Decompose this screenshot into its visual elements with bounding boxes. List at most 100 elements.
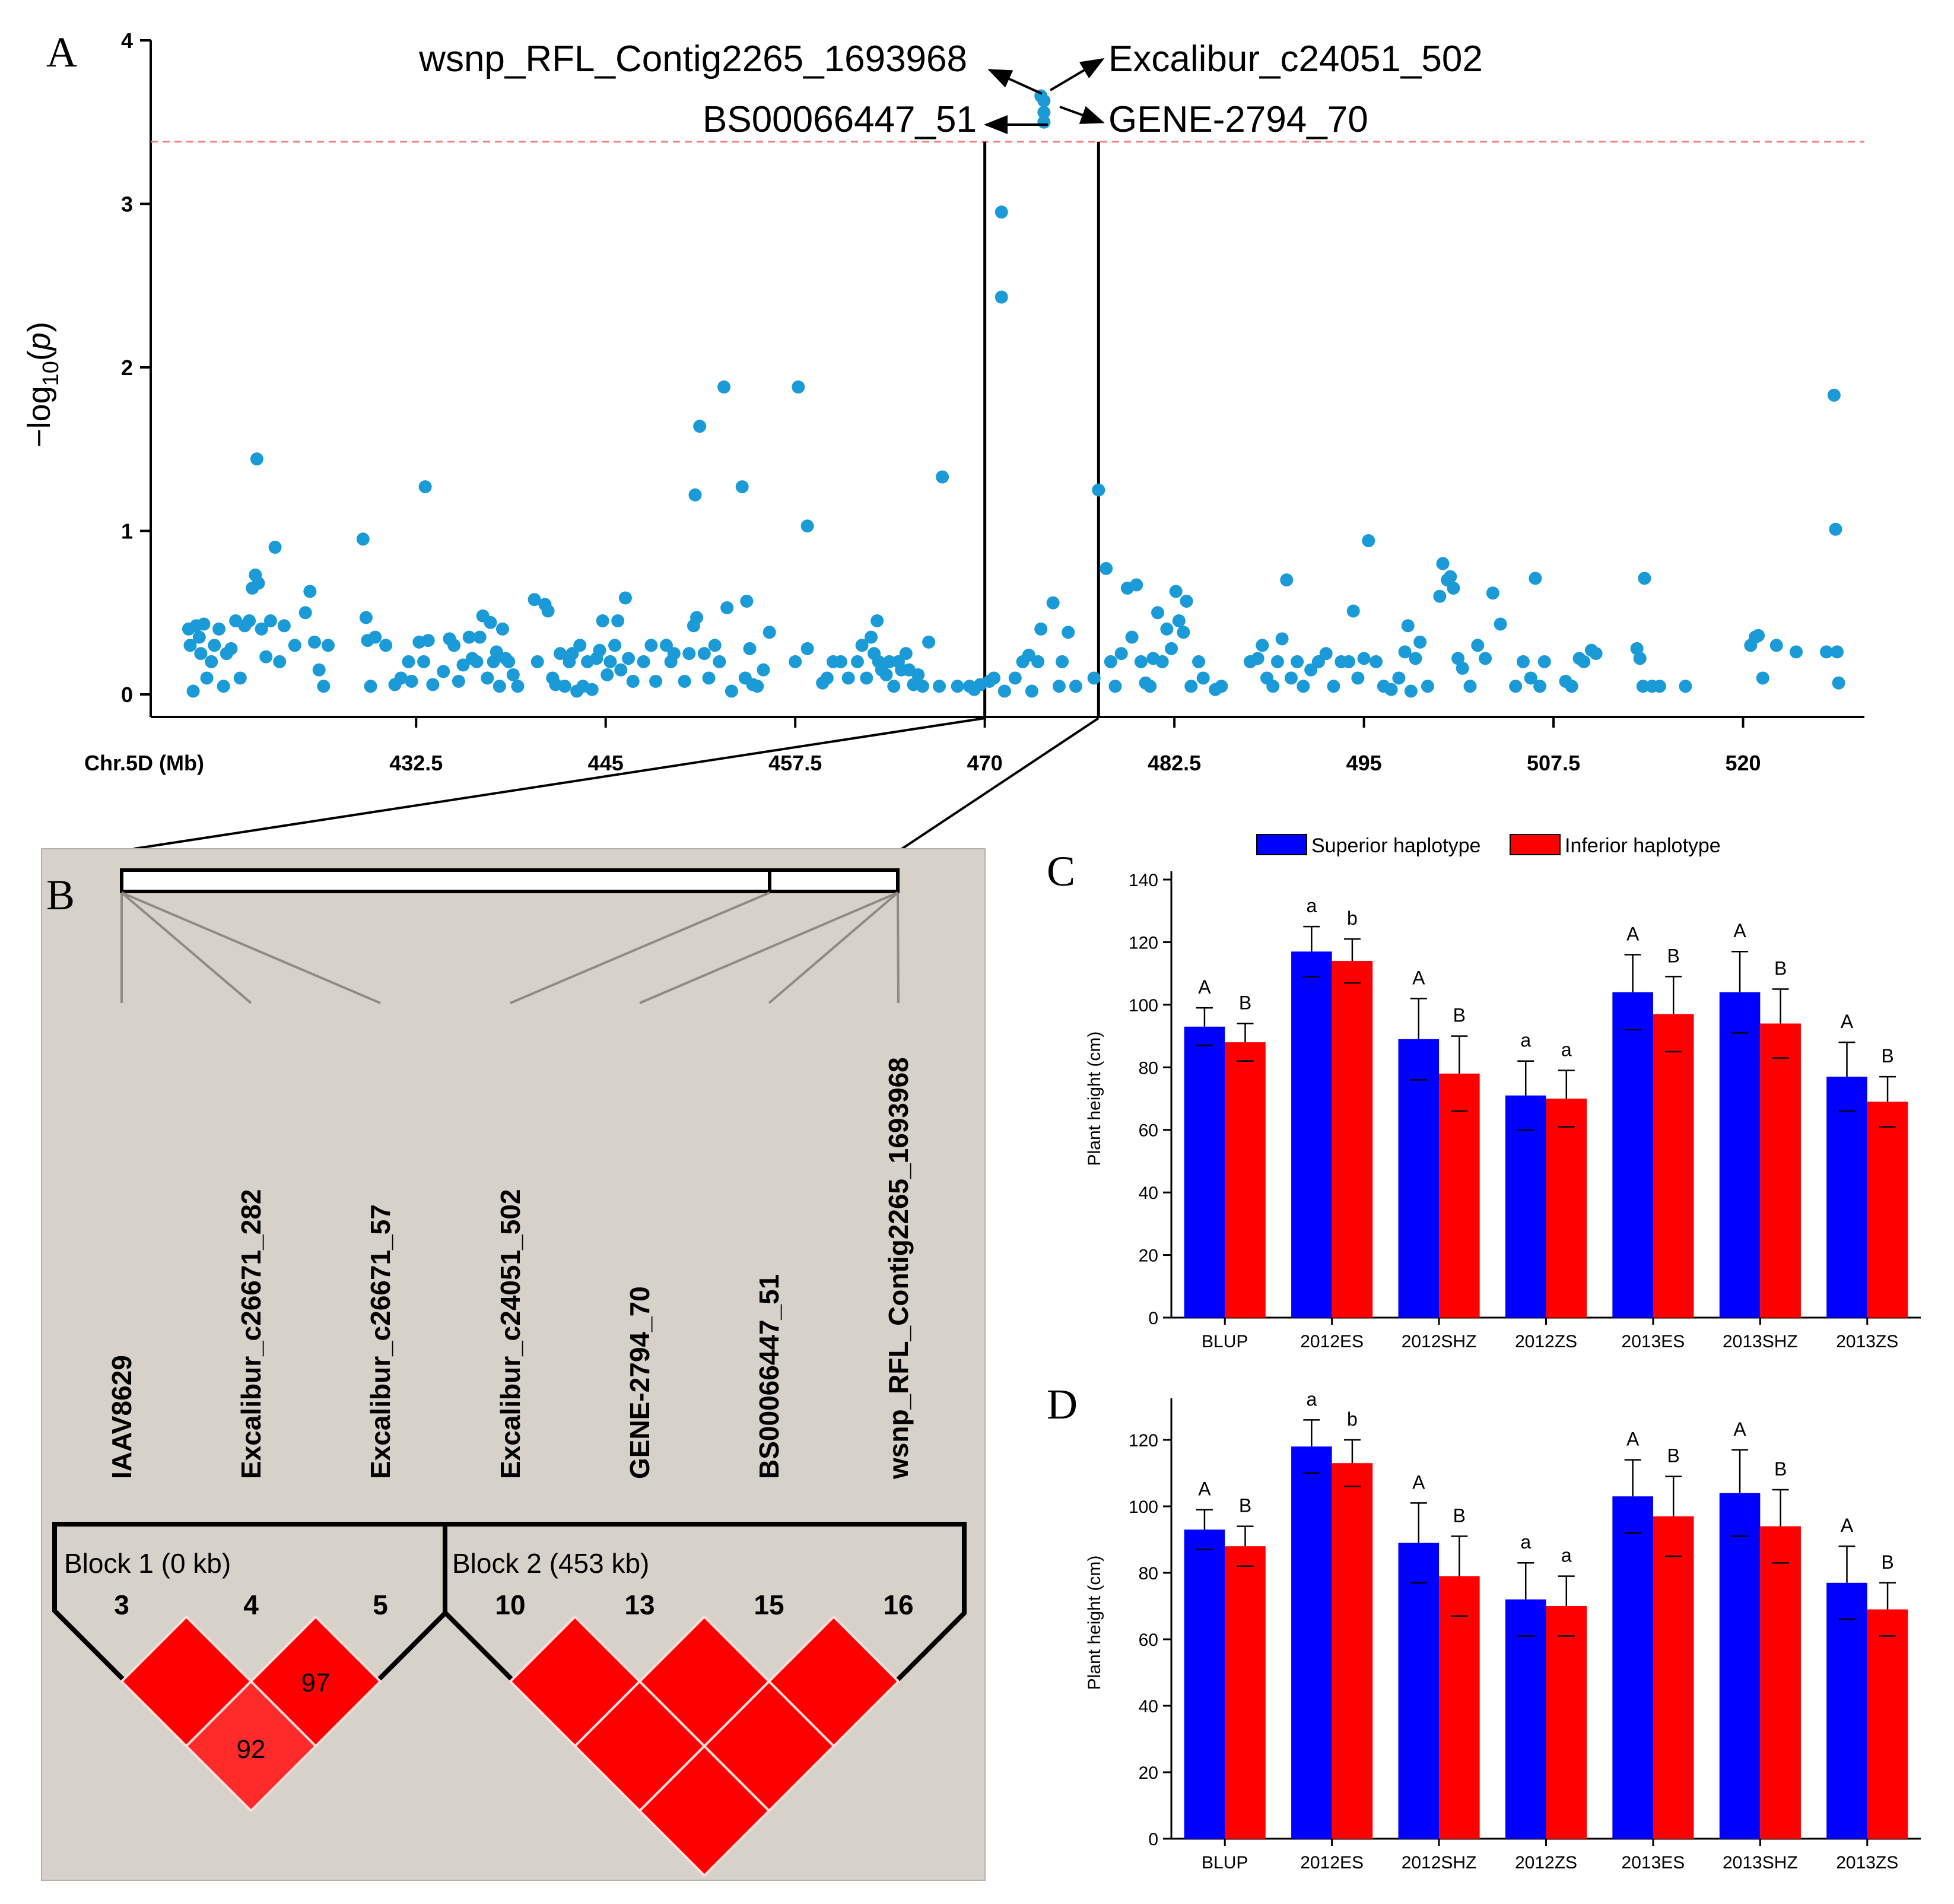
snp-point <box>470 655 484 668</box>
x-tick-label: 495 <box>1346 751 1382 775</box>
bar <box>1867 1102 1908 1318</box>
snp-point <box>530 655 544 668</box>
snp-point <box>421 634 435 648</box>
snp-point <box>936 470 949 484</box>
snp-point <box>1177 626 1190 639</box>
snp-point <box>277 619 291 633</box>
zoom-connector-left <box>134 717 985 850</box>
snp-point <box>364 680 377 693</box>
snp-point <box>1087 671 1101 685</box>
y-ticks: 0 1 2 3 4 <box>121 28 151 707</box>
snp-point <box>359 611 373 624</box>
snp-point <box>418 480 432 494</box>
snp-point <box>233 671 247 685</box>
significance-letter: A <box>1412 967 1425 988</box>
snp-point <box>1022 648 1035 662</box>
snp-point <box>743 642 757 655</box>
snp-point <box>879 668 893 681</box>
snp-point <box>1433 589 1447 603</box>
x-tick-label: 2012ES <box>1300 1332 1364 1351</box>
x-tick-label: BLUP <box>1202 1332 1248 1351</box>
snp-point <box>259 650 273 664</box>
y-axis-label: Plant height (cm) <box>1085 1556 1104 1690</box>
significance-letter: a <box>1306 895 1317 916</box>
snp-point <box>1633 652 1647 665</box>
snp-point <box>243 614 256 628</box>
snp-point <box>506 668 520 681</box>
snp-point <box>1456 661 1469 675</box>
significance-letter: A <box>1198 1478 1211 1500</box>
significance-letter: b <box>1347 1408 1358 1430</box>
significance-letter: a <box>1561 1545 1572 1566</box>
arrow-excalibur <box>1049 58 1105 91</box>
snp-point <box>1789 645 1803 659</box>
snp-point <box>1827 388 1841 402</box>
snp-point <box>644 639 658 652</box>
snp-point <box>1421 680 1434 693</box>
snp-point <box>697 647 711 661</box>
snp-point <box>1062 626 1075 639</box>
snp-point <box>1752 629 1765 642</box>
snp-point <box>1346 604 1360 618</box>
bar <box>1225 1042 1266 1318</box>
significance-letter: a <box>1520 1030 1531 1051</box>
block-2-marker-16: 16 <box>883 1589 913 1620</box>
panel-label-b: B <box>46 871 75 919</box>
snp-point <box>368 630 382 644</box>
snp-point <box>437 665 450 678</box>
x-tick-label: 2012SHZ <box>1402 1853 1477 1873</box>
snp-point <box>922 635 936 649</box>
panel-label-c: C <box>1047 848 1075 895</box>
snp-point <box>379 639 393 652</box>
panel-b-ld-heatmap: B IAAV8629 Excalibur_c26671_282 Excalibur_… <box>41 848 986 1881</box>
snp-point <box>493 680 506 693</box>
snp-point <box>702 671 716 685</box>
snp-point <box>870 614 884 628</box>
panel-label-d: D <box>1047 1381 1078 1428</box>
bar <box>1332 1463 1373 1839</box>
snp-point <box>200 671 214 685</box>
bar <box>1439 1073 1480 1318</box>
x-tick-label: 2013SHZ <box>1723 1853 1798 1873</box>
snp-point <box>1143 680 1157 693</box>
snp-point <box>1463 680 1477 693</box>
snp-point <box>932 680 946 693</box>
snp-point <box>490 645 503 659</box>
snp-point <box>1392 671 1406 685</box>
snp-point <box>495 622 509 636</box>
y-tick-label: 60 <box>1139 1121 1158 1141</box>
snp-point <box>995 205 1008 219</box>
x-tick-label: 2013ZS <box>1836 1332 1898 1351</box>
snp-point <box>717 380 731 394</box>
bar <box>1760 1023 1801 1318</box>
bar <box>1867 1609 1908 1839</box>
snp-point <box>864 630 878 644</box>
snp-point <box>1653 680 1666 693</box>
snp-point <box>708 639 722 652</box>
snp-point <box>1479 652 1492 665</box>
marker-name: GENE-2794_70 <box>624 1286 655 1479</box>
x-tick-label: 2012ES <box>1300 1853 1364 1873</box>
bar <box>1439 1576 1480 1839</box>
snp-point <box>1270 655 1284 668</box>
snp-point <box>263 614 277 628</box>
bar <box>1184 1529 1225 1839</box>
snp-point <box>611 614 625 628</box>
snp-point <box>1471 639 1485 652</box>
significance-letter: B <box>1667 1445 1680 1467</box>
snp-point <box>1524 671 1537 685</box>
snp-point <box>649 674 663 688</box>
bar-chart-c: 0 20 40 60 80 100 120 140 Plant height (cm) BLUP A… <box>1085 871 1921 1351</box>
snp-point <box>1577 655 1591 668</box>
snp-point <box>402 655 415 668</box>
significance-letter: a <box>1306 1388 1317 1410</box>
snp-point <box>1056 655 1069 668</box>
snp-point <box>678 674 691 688</box>
snp-point <box>626 674 640 688</box>
snp-point <box>751 680 764 693</box>
snp-point <box>1052 680 1066 693</box>
y-tick-label: 120 <box>1129 1431 1158 1451</box>
snp-point <box>688 488 702 502</box>
x-tick-label: 2012ZS <box>1515 1332 1577 1351</box>
significance-letter: B <box>1774 1458 1787 1480</box>
